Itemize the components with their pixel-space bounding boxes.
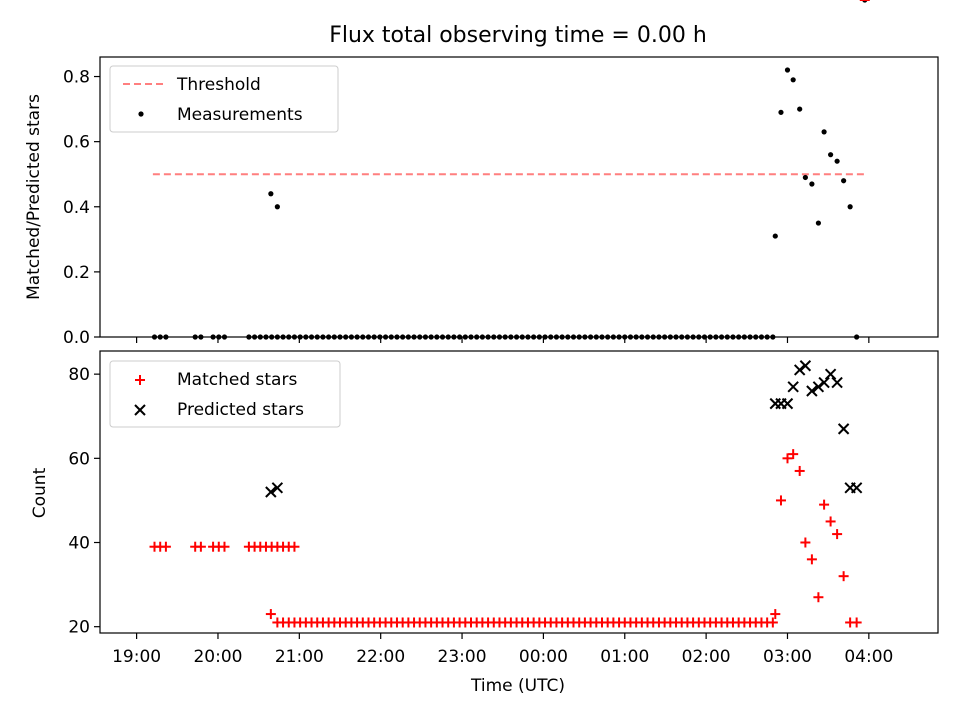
predicted-star-point bbox=[806, 385, 818, 397]
measurement-point bbox=[821, 129, 827, 135]
top-y-axis-label: Matched/Predicted stars bbox=[24, 94, 44, 300]
matched-star-point bbox=[775, 495, 786, 506]
matched-star-point bbox=[819, 499, 830, 510]
measurement-point bbox=[778, 109, 784, 115]
predicted-star-point bbox=[781, 397, 794, 410]
matched-star-point bbox=[289, 541, 300, 552]
top-y-tick-label: 0.2 bbox=[63, 263, 90, 283]
matched-star-point bbox=[160, 541, 171, 552]
measurement-point bbox=[784, 67, 791, 73]
x-tick-label: 19:00 bbox=[112, 647, 161, 667]
threshold-legend-label: Threshold bbox=[176, 75, 261, 95]
predicted-legend-label: Predicted stars bbox=[177, 400, 304, 420]
matched-star-point bbox=[195, 541, 206, 552]
measurement-point bbox=[834, 158, 840, 164]
measurement-point bbox=[268, 191, 274, 197]
measurements-legend-label: Measurements bbox=[177, 105, 303, 125]
top-legend: Threshold Measurements bbox=[109, 65, 339, 133]
bottom-y-axis: 20 40 60 80 bbox=[68, 365, 100, 638]
predicted-star-point bbox=[837, 423, 850, 435]
top-y-tick-label: 0.6 bbox=[63, 133, 90, 153]
top-legend-box bbox=[109, 65, 339, 133]
measurement-point bbox=[847, 204, 853, 210]
top-y-axis: 0.0 0.2 0.4 0.6 0.8 bbox=[63, 68, 100, 348]
predicted-star-point bbox=[850, 482, 863, 494]
top-plot-marks bbox=[151, 0, 868, 340]
matched-star-point bbox=[806, 554, 817, 565]
matched-star-point bbox=[794, 465, 805, 476]
matched-legend-label: Matched stars bbox=[177, 370, 297, 390]
matched-star-point bbox=[825, 516, 836, 527]
measurement-point bbox=[274, 204, 280, 210]
matched-star-point bbox=[800, 537, 811, 548]
bottom-plot-marks bbox=[149, 0, 870, 628]
bottom-plot-frame bbox=[99, 350, 939, 634]
predicted-star-point bbox=[271, 482, 284, 494]
measurement-point bbox=[815, 220, 822, 226]
top-y-tick-label: 0.0 bbox=[63, 328, 90, 348]
bottom-legend: Matched stars Predicted stars bbox=[109, 360, 341, 428]
bottom-y-tick-label: 40 bbox=[68, 534, 90, 554]
matched-star-point bbox=[838, 571, 849, 582]
x-tick-label: 21:00 bbox=[275, 647, 324, 667]
predicted-star-point bbox=[818, 376, 830, 389]
figure-title: Flux total observing time = 0.00 h bbox=[329, 23, 707, 48]
x-tick-label: 20:00 bbox=[193, 647, 242, 667]
matched-star-point bbox=[832, 529, 843, 540]
matched-star-point bbox=[767, 617, 778, 628]
measurement-point bbox=[802, 174, 808, 181]
x-tick-label: 00:00 bbox=[519, 647, 568, 667]
predicted-star-point bbox=[799, 360, 812, 372]
matched-star-point bbox=[265, 609, 276, 620]
measurement-point bbox=[828, 152, 834, 158]
top-y-tick-label: 0.8 bbox=[63, 68, 90, 88]
predicted-star-point bbox=[831, 376, 843, 389]
matched-star-point bbox=[782, 453, 793, 464]
bottom-y-tick-label: 20 bbox=[68, 618, 90, 638]
matched-legend-swatch bbox=[135, 375, 145, 385]
measurements-legend-swatch bbox=[138, 111, 144, 117]
measurement-point bbox=[790, 77, 796, 83]
x-tick-label: 22:00 bbox=[356, 647, 405, 667]
predicted-star-point bbox=[812, 381, 825, 393]
measurement-point bbox=[772, 233, 778, 239]
matched-star-point bbox=[851, 617, 862, 628]
measurement-point bbox=[797, 106, 803, 112]
top-x-axis-ticks bbox=[136, 337, 870, 343]
x-axis-label: Time (UTC) bbox=[470, 676, 565, 696]
predicted-star-point bbox=[793, 364, 806, 376]
x-tick-label: 02:00 bbox=[682, 647, 731, 667]
bottom-y-tick-label: 60 bbox=[68, 449, 90, 469]
measurement-point bbox=[809, 181, 815, 187]
matched-star-point bbox=[770, 609, 781, 620]
top-y-tick-label: 0.4 bbox=[63, 198, 90, 218]
predicted-star-point bbox=[824, 368, 837, 380]
measurement-point bbox=[841, 178, 847, 184]
matched-star-point bbox=[813, 592, 824, 603]
predicted-star-point bbox=[787, 381, 799, 393]
x-tick-label: 23:00 bbox=[438, 647, 487, 667]
bottom-y-axis-label: Count bbox=[30, 467, 50, 518]
x-tick-label: 01:00 bbox=[600, 647, 649, 667]
predicted-star-point bbox=[265, 486, 277, 498]
x-tick-label: 03:00 bbox=[763, 647, 812, 667]
bottom-legend-box bbox=[109, 360, 341, 428]
matched-star-point bbox=[219, 541, 230, 552]
matched-star-point bbox=[788, 449, 799, 460]
predicted-legend-swatch bbox=[134, 404, 146, 416]
x-tick-label: 04:00 bbox=[844, 647, 893, 667]
bottom-x-axis: 19:00 20:00 21:00 22:00 23:00 00:00 01:00 02:00… bbox=[112, 633, 893, 667]
bottom-y-tick-label: 80 bbox=[68, 365, 90, 385]
top-plot-frame bbox=[99, 56, 939, 338]
